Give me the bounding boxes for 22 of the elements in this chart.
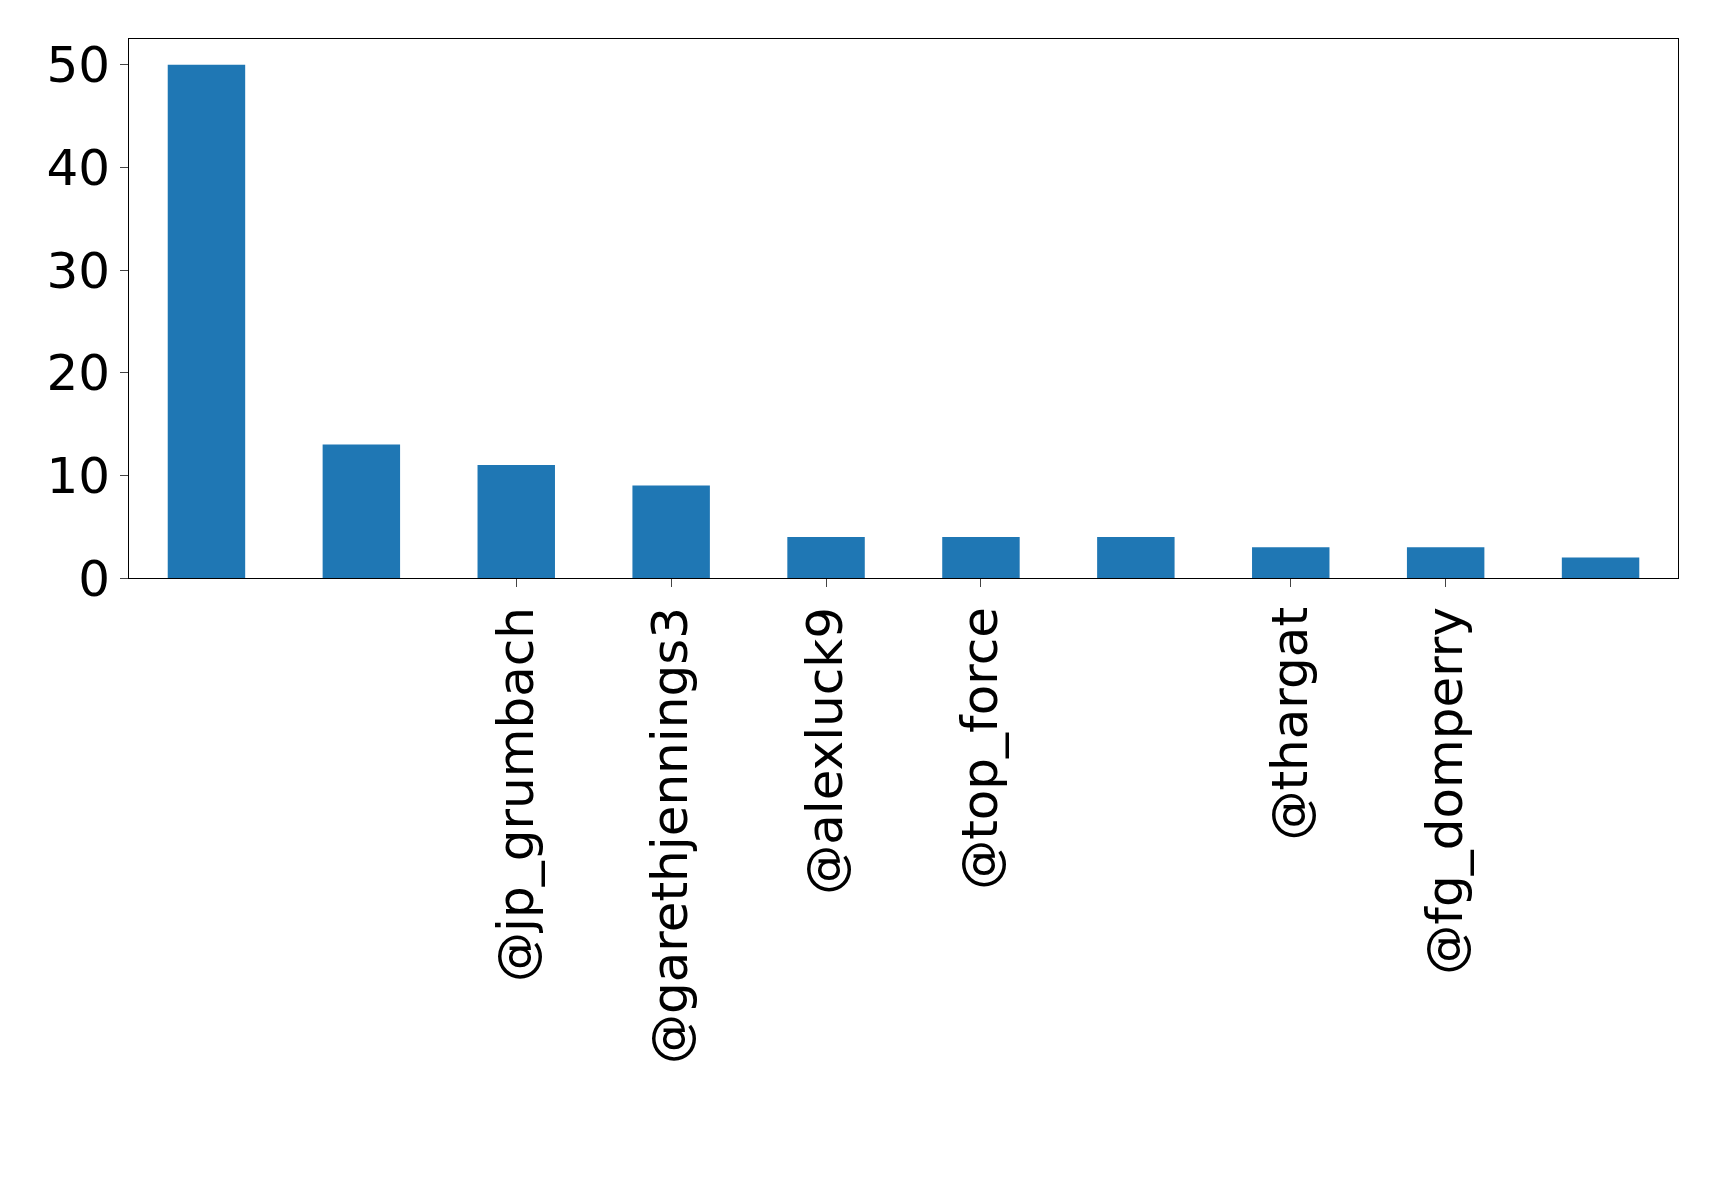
bar	[1561, 557, 1640, 578]
x-tick-label: @alexluck9	[796, 607, 855, 895]
y-tick-label: 0	[78, 549, 110, 608]
bar	[477, 465, 555, 578]
bar	[1097, 536, 1175, 578]
y-tick-label: 10	[46, 446, 110, 505]
bar	[632, 485, 710, 578]
y-tick-label: 50	[46, 36, 110, 95]
bar	[167, 64, 246, 578]
y-tick-label: 40	[46, 138, 110, 197]
y-tick-label: 30	[46, 241, 110, 300]
bar	[1406, 547, 1485, 578]
x-tick-label: @garethjennings3	[641, 607, 700, 1065]
x-tick-label: @fg_domperry	[1415, 607, 1474, 975]
x-tick-label: @thargat	[1261, 607, 1319, 841]
x-tick-label: @jp_grumbach	[486, 607, 545, 982]
bar	[322, 444, 401, 578]
bar	[942, 536, 1020, 578]
x-tick-label: @top_force	[951, 607, 1010, 890]
bar	[1252, 547, 1330, 578]
y-tick-label: 20	[46, 344, 110, 403]
bar	[787, 536, 865, 578]
